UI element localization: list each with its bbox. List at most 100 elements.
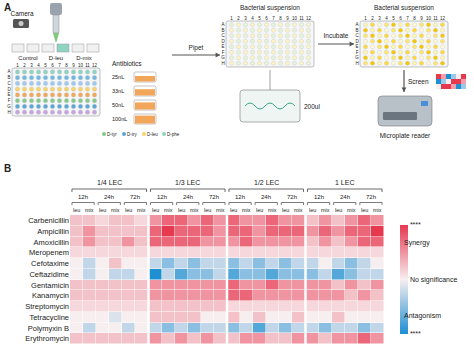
- svg-text:Carbenicillin: Carbenicillin: [28, 216, 69, 225]
- svg-text:Antibiotics: Antibiotics: [112, 60, 142, 67]
- svg-text:G: G: [7, 104, 11, 109]
- svg-text:mix: mix: [373, 207, 382, 213]
- svg-text:No significance: No significance: [410, 276, 458, 284]
- svg-text:Microplate reader: Microplate reader: [380, 132, 431, 140]
- svg-text:12h: 12h: [78, 194, 88, 200]
- svg-text:leu: leu: [361, 207, 368, 213]
- svg-text:D-tyr: D-tyr: [107, 132, 117, 137]
- svg-text:Synergy: Synergy: [404, 239, 430, 247]
- svg-text:9: 9: [420, 16, 423, 21]
- svg-text:24h: 24h: [104, 194, 114, 200]
- svg-text:200ul: 200ul: [304, 103, 320, 110]
- svg-text:3: 3: [30, 63, 33, 68]
- svg-text:C: C: [221, 33, 225, 38]
- svg-text:D: D: [221, 39, 225, 44]
- svg-text:mix: mix: [294, 207, 303, 213]
- svg-text:A: A: [221, 22, 224, 27]
- svg-text:B: B: [4, 163, 11, 174]
- svg-text:6: 6: [399, 16, 402, 21]
- svg-text:Kanamycin: Kanamycin: [32, 291, 69, 300]
- svg-text:F: F: [356, 50, 359, 55]
- svg-text:10: 10: [78, 63, 84, 68]
- svg-text:12h: 12h: [314, 194, 324, 200]
- svg-text:H: H: [7, 110, 10, 115]
- svg-text:Meropenem: Meropenem: [29, 248, 69, 257]
- svg-text:B: B: [7, 75, 10, 80]
- svg-text:Pipet: Pipet: [189, 44, 204, 52]
- svg-text:D: D: [7, 87, 11, 92]
- svg-text:9: 9: [72, 63, 75, 68]
- svg-text:leu: leu: [230, 207, 237, 213]
- svg-text:F: F: [8, 98, 11, 103]
- svg-text:Ampicillin: Ampicillin: [37, 227, 69, 236]
- svg-text:Incubate: Incubate: [324, 32, 349, 39]
- svg-text:12h: 12h: [157, 194, 167, 200]
- svg-text:25nL: 25nL: [112, 74, 124, 80]
- svg-text:C: C: [7, 81, 11, 86]
- svg-text:D-mix: D-mix: [76, 55, 92, 61]
- svg-text:100nL: 100nL: [112, 116, 127, 122]
- svg-text:mix: mix: [85, 207, 94, 213]
- svg-text:leu: leu: [204, 207, 211, 213]
- svg-text:24h: 24h: [340, 194, 350, 200]
- svg-text:2: 2: [23, 63, 26, 68]
- svg-text:Streptomycin: Streptomycin: [25, 302, 69, 311]
- svg-text:8: 8: [413, 16, 416, 21]
- svg-text:50nL: 50nL: [112, 102, 124, 108]
- svg-text:4: 4: [385, 16, 388, 21]
- svg-text:mix: mix: [164, 207, 173, 213]
- svg-text:Amoxicillin: Amoxicillin: [34, 238, 69, 247]
- svg-text:1/2 LEC: 1/2 LEC: [254, 179, 279, 186]
- svg-text:2: 2: [371, 16, 374, 21]
- svg-text:Gentamicin: Gentamicin: [31, 281, 69, 290]
- svg-text:8: 8: [279, 16, 282, 21]
- svg-text:1/3 LEC: 1/3 LEC: [175, 179, 200, 186]
- svg-text:leu: leu: [178, 207, 185, 213]
- svg-text:1: 1: [230, 16, 233, 21]
- svg-text:72h: 72h: [287, 194, 297, 200]
- svg-text:D-leu: D-leu: [49, 55, 63, 61]
- svg-text:leu: leu: [256, 207, 263, 213]
- svg-text:G: G: [355, 55, 359, 60]
- svg-text:Cefotaxime: Cefotaxime: [31, 259, 69, 268]
- svg-text:5: 5: [44, 63, 47, 68]
- svg-text:leu: leu: [152, 207, 159, 213]
- svg-text:A: A: [355, 22, 358, 27]
- svg-text:leu: leu: [309, 207, 316, 213]
- svg-text:D-try: D-try: [127, 132, 137, 137]
- svg-text:Antagonism: Antagonism: [404, 312, 441, 320]
- svg-text:H: H: [221, 61, 224, 66]
- svg-text:leu: leu: [99, 207, 106, 213]
- svg-text:11: 11: [85, 63, 90, 68]
- svg-text:H: H: [355, 61, 358, 66]
- svg-text:Ceftazidime: Ceftazidime: [29, 270, 69, 279]
- svg-text:leu: leu: [125, 207, 132, 213]
- svg-text:mix: mix: [347, 207, 356, 213]
- svg-text:5: 5: [258, 16, 261, 21]
- svg-text:10: 10: [426, 16, 432, 21]
- svg-text:D: D: [355, 39, 359, 44]
- svg-text:11: 11: [433, 16, 438, 21]
- svg-text:E: E: [7, 92, 10, 97]
- svg-text:9: 9: [286, 16, 289, 21]
- svg-text:24h: 24h: [261, 194, 271, 200]
- svg-text:12: 12: [440, 16, 446, 21]
- svg-text:5: 5: [392, 16, 395, 21]
- svg-text:Camera: Camera: [10, 10, 34, 17]
- svg-text:mix: mix: [321, 207, 330, 213]
- svg-text:mix: mix: [216, 207, 225, 213]
- svg-text:Polymyxin B: Polymyxin B: [28, 324, 69, 333]
- svg-text:Erythromycin: Erythromycin: [25, 334, 69, 343]
- svg-text:72h: 72h: [130, 194, 140, 200]
- svg-text:leu: leu: [335, 207, 342, 213]
- svg-text:12: 12: [92, 63, 98, 68]
- svg-text:B: B: [355, 28, 358, 33]
- svg-text:4: 4: [37, 63, 40, 68]
- svg-text:6: 6: [265, 16, 268, 21]
- svg-text:C: C: [355, 33, 359, 38]
- svg-text:mix: mix: [242, 207, 251, 213]
- svg-text:D-phe: D-phe: [167, 132, 180, 137]
- svg-text:leu: leu: [282, 207, 289, 213]
- svg-text:1: 1: [364, 16, 367, 21]
- svg-text:****: ****: [410, 330, 421, 337]
